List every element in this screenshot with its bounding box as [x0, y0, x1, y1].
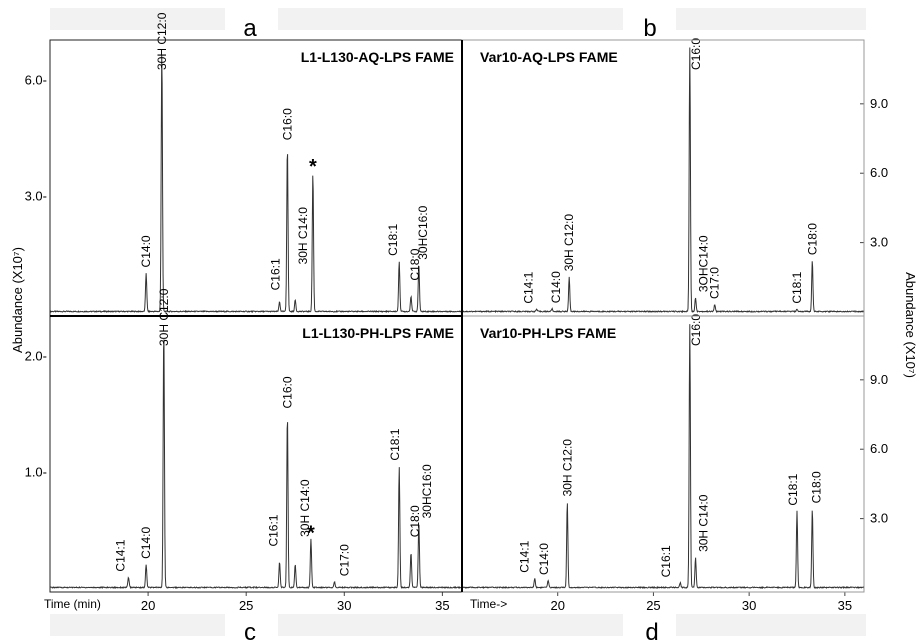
peak-label: C16:0 — [280, 376, 294, 408]
x-tick-label: 30 — [337, 598, 351, 613]
peak-label: 3OHC14:0 — [697, 235, 711, 292]
chromatogram-trace-d — [462, 324, 864, 590]
panel-d: Var10-PH-LPS FAME 3.0 6.0 9.0 20 25 30 35 C14:1 C… — [462, 314, 888, 613]
panel-label-a: a — [243, 15, 257, 42]
frame-a — [49, 39, 463, 317]
y-tick-label: 3.0 — [870, 235, 888, 250]
x-tick-label: 30 — [742, 598, 756, 613]
panel-label-b: b — [643, 15, 656, 42]
y-tick-label: 1.0- — [25, 464, 47, 479]
peak-label: * — [307, 522, 315, 544]
peak-label: 30H C14:0 — [298, 479, 312, 537]
peak-label: C18:0 — [809, 471, 823, 503]
peak-label: C14:0 — [537, 543, 551, 575]
chromatogram-trace-b — [462, 47, 864, 314]
y-tick-label: 3.0- — [25, 188, 47, 203]
peak-label: C18:1 — [790, 271, 804, 303]
peak-label: C16:1 — [267, 514, 281, 546]
panel-label-d: d — [645, 619, 658, 643]
peak-label: 30H C14:0 — [697, 494, 711, 552]
peak-label: 30H C12:0 — [155, 12, 169, 70]
panel-title-b: Var10-AQ-LPS FAME — [480, 49, 618, 65]
peak-label: C16:1 — [269, 258, 283, 290]
chromatogram-trace-a — [50, 55, 462, 314]
peak-label: C14:0 — [139, 235, 153, 267]
peak-label: C16:0 — [689, 38, 703, 70]
peak-label: * — [309, 156, 317, 178]
y-tick-label: 9.0 — [870, 372, 888, 387]
x-tick-label: 20 — [141, 598, 155, 613]
peak-label: C17:0 — [708, 267, 722, 299]
peak-label: C18:1 — [786, 473, 800, 505]
left-axis-title: Abundance (X10⁷) — [10, 247, 25, 353]
peak-label: C16:1 — [659, 545, 673, 577]
peak-label: C18:1 — [386, 224, 400, 256]
panel-title-c: L1-L130-PH-LPS FAME — [302, 325, 454, 341]
time-axis-title-left: Time (min) — [44, 597, 101, 611]
peak-label: C14:0 — [549, 271, 563, 303]
y-tick-label: 6.0 — [870, 441, 888, 456]
x-tick-label: 35 — [838, 598, 852, 613]
peak-label: 30H C14:0 — [296, 207, 310, 265]
peak-label: C14:1 — [113, 539, 127, 571]
peak-label: 30HC16:0 — [416, 205, 430, 259]
panel-a: L1-L130-AQ-LPS FAME 3.0- 6.0- C14:0 30H C12:… — [25, 12, 462, 314]
panel-c: L1-L130-PH-LPS FAME 1.0- 2.0- 20 25 30 35 C14:1… — [25, 288, 462, 613]
peak-label: C16:0 — [280, 108, 294, 140]
y-tick-label: 9.0 — [870, 96, 888, 111]
y-tick-label: 6.0 — [870, 165, 888, 180]
peak-label: C14:1 — [522, 271, 536, 303]
right-axis-title: Abundance (X10⁷) — [903, 272, 918, 378]
y-tick-label: 3.0 — [870, 511, 888, 526]
peak-label: C18:0 — [408, 248, 422, 280]
y-tick-label: 2.0- — [25, 349, 47, 364]
peak-label: 30H C12:0 — [560, 439, 574, 497]
panel-b: Var10-AQ-LPS FAME 3.0 6.0 9.0 C14:1 C14:030H … — [462, 38, 888, 314]
peak-label: C18:0 — [408, 505, 422, 537]
peak-label: 30HC16:0 — [420, 464, 434, 518]
panel-label-c: c — [244, 619, 256, 643]
x-tick-label: 25 — [239, 598, 253, 613]
peak-label: 30H C12:0 — [157, 288, 171, 346]
peak-label: C18:1 — [388, 428, 402, 460]
panel-title-a: L1-L130-AQ-LPS FAME — [301, 49, 454, 65]
peak-label: C16:0 — [689, 314, 703, 346]
peak-label: C18:0 — [805, 223, 819, 255]
peak-label: C17:0 — [337, 544, 351, 576]
panel-title-d: Var10-PH-LPS FAME — [480, 325, 616, 341]
peak-label: 30H C12:0 — [562, 214, 576, 272]
peak-label: C14:0 — [139, 527, 153, 559]
time-axis-title-right: Time-> — [470, 597, 507, 611]
x-tick-label: 20 — [550, 598, 564, 613]
x-tick-label: 25 — [646, 598, 660, 613]
chromatogram-trace-c — [50, 339, 462, 590]
y-tick-label: 6.0- — [25, 73, 47, 88]
x-tick-label: 35 — [435, 598, 449, 613]
peak-label: C14:1 — [518, 540, 532, 572]
